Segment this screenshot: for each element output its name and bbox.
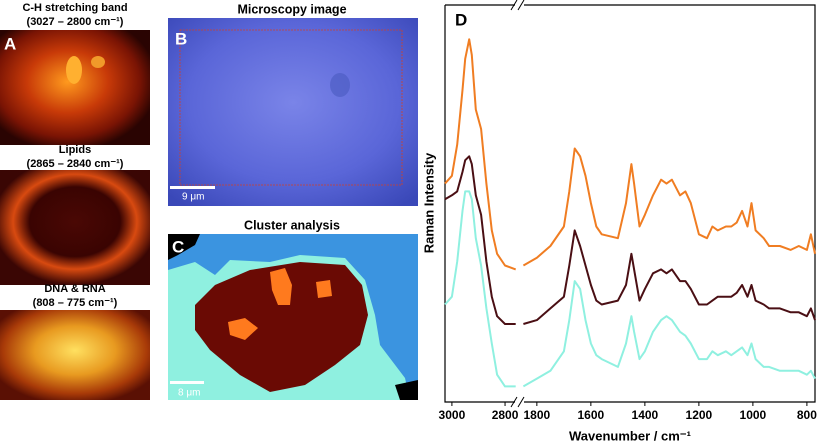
raman-map <box>0 170 150 285</box>
plot-frame <box>444 4 816 403</box>
scale-bar <box>170 381 204 384</box>
y-axis-label: Raman Intensity <box>421 152 436 253</box>
x-tick-label: 1600 <box>578 408 605 422</box>
x-tick-label: 1000 <box>740 408 767 422</box>
panel-title: DNA & RNA <box>44 283 105 295</box>
panel-subtitle: (3027 – 2800 cm⁻¹) <box>27 16 124 28</box>
spectrum-line <box>444 190 516 388</box>
raman-map <box>0 310 150 400</box>
panel-letter: C <box>172 237 184 256</box>
cluster-region <box>168 234 200 260</box>
spectrum-line <box>444 38 517 271</box>
cluster-region <box>395 380 418 400</box>
panel-letter: D <box>455 10 467 29</box>
panel-title: Lipids <box>59 144 91 156</box>
scale-bar-label: 8 μm <box>178 388 200 399</box>
scale-bar <box>170 186 215 189</box>
panel-title: C-H stretching band <box>22 2 127 14</box>
spectrum-line <box>523 229 816 325</box>
x-tick-label: 2800 <box>492 408 519 422</box>
spectrum-line <box>522 147 816 267</box>
scale-bar-label: 9 μm <box>182 192 204 203</box>
panel-letter: A <box>4 34 16 53</box>
panel-subtitle: (808 – 775 cm⁻¹) <box>33 297 118 309</box>
x-tick-label: 3000 <box>439 408 466 422</box>
scan-area <box>179 29 403 186</box>
x-tick-label: 1400 <box>632 408 659 422</box>
cell-feature <box>330 73 350 97</box>
panel-title: Cluster analysis <box>244 218 340 232</box>
nucleolus <box>66 56 82 84</box>
raman-map <box>0 30 150 145</box>
plot <box>444 0 816 408</box>
cluster-region <box>228 318 258 340</box>
x-tick-label: 1200 <box>686 408 713 422</box>
spectrum-line <box>522 280 816 388</box>
cluster-region <box>270 268 292 305</box>
axis-break <box>510 0 525 408</box>
x-axis-label: Wavenumber / cm⁻¹ <box>569 428 691 443</box>
x-tick-label: 1800 <box>524 408 551 422</box>
panel-letter: B <box>175 29 187 48</box>
panel-subtitle: (2865 – 2840 cm⁻¹) <box>27 158 124 170</box>
spectrum-line <box>444 155 516 325</box>
cluster-region <box>316 280 332 298</box>
panel-title: Microscopy image <box>237 2 346 16</box>
microscopy-image <box>168 18 418 206</box>
x-tick-label: 800 <box>797 408 817 422</box>
nucleolus <box>91 56 105 68</box>
